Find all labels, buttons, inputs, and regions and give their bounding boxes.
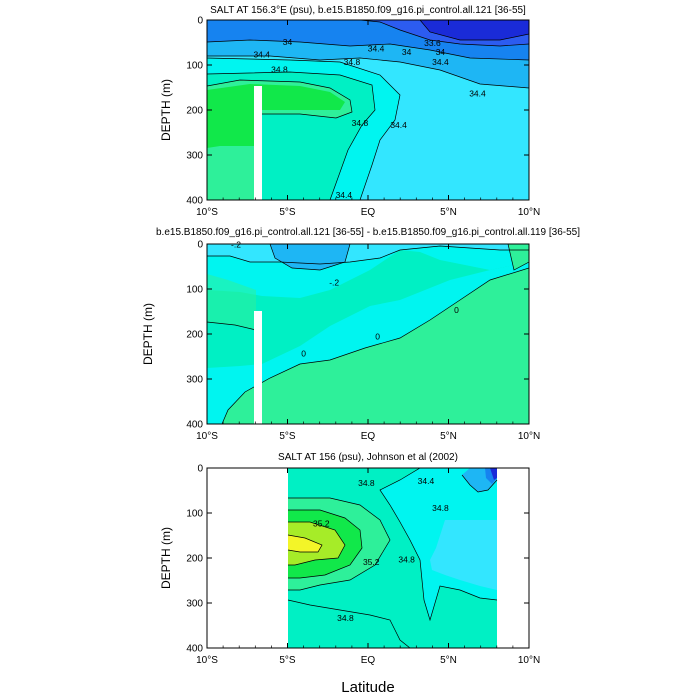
contour-label: 34.4 xyxy=(253,49,270,59)
x-tick-label: 5°N xyxy=(440,207,457,218)
missing-column xyxy=(254,311,262,424)
contour-label: 34.8 xyxy=(271,65,288,75)
y-tick-label: 200 xyxy=(186,106,203,117)
y-tick-label: 300 xyxy=(186,599,203,610)
contour-label: 34.4 xyxy=(336,190,353,200)
contour-label: 34.4 xyxy=(432,57,449,67)
axes: 10°S 5°S EQ 5°N 10°N 0 100 200 300 400 xyxy=(186,464,540,667)
y-tick-label: 300 xyxy=(186,375,203,386)
x-axis-label: Latitude xyxy=(341,679,394,696)
y-axis-label: DEPTH (m) xyxy=(141,303,155,365)
y-tick-label: 400 xyxy=(186,196,203,207)
axes: 10°S 5°S EQ 5°N 10°N 0 100 200 300 400 xyxy=(186,240,540,443)
contour-label: -.2 xyxy=(329,277,339,287)
contour-label: 34.8 xyxy=(337,613,354,623)
contour-label: 34 xyxy=(402,47,412,57)
contour-label: 34.8 xyxy=(358,478,375,488)
contour-labels: 34.4 34.8 34.8 35.2 35.2 34.8 34.8 xyxy=(313,476,449,623)
contour-label: 35.2 xyxy=(313,519,330,529)
contour-label: 34.4 xyxy=(418,476,435,486)
y-axis-label: DEPTH (m) xyxy=(159,527,173,589)
y-tick-label: 200 xyxy=(186,554,203,565)
x-tick-label: 10°S xyxy=(196,431,218,442)
contour-field-model-difference xyxy=(207,244,529,424)
x-tick-label: 10°N xyxy=(518,207,540,218)
contour-label: 34.8 xyxy=(344,57,361,67)
y-tick-label: 0 xyxy=(197,16,203,27)
contour-labels: -.2 -.2 0 0 0 xyxy=(231,240,459,359)
contour-label: 34.4 xyxy=(368,44,385,54)
x-tick-label: 10°N xyxy=(518,655,540,666)
x-tick-label: 5°S xyxy=(279,431,296,442)
x-tick-label: EQ xyxy=(361,207,376,218)
contour-field-model-salinity xyxy=(207,20,529,200)
contour-label: 0 xyxy=(301,349,306,359)
panel-title: SALT AT 156 (psu), Johnson et al (2002) xyxy=(278,452,458,463)
contour-label: 34.4 xyxy=(469,89,486,99)
x-tick-label: 10°N xyxy=(518,431,540,442)
y-tick-label: 300 xyxy=(186,151,203,162)
contour-label: 34 xyxy=(283,37,293,47)
contour-label: 35.2 xyxy=(363,557,380,567)
contour-label: 34.8 xyxy=(398,555,415,565)
contour-label: 34.4 xyxy=(390,120,407,130)
axes: 10°S 5°S EQ 5°N 10°N 0 100 200 300 400 xyxy=(186,16,540,219)
x-tick-label: 10°S xyxy=(196,207,218,218)
x-tick-label: EQ xyxy=(361,655,376,666)
y-tick-label: 0 xyxy=(197,240,203,251)
missing-column xyxy=(254,86,262,200)
y-tick-label: 100 xyxy=(186,61,203,72)
contour-label: 34 xyxy=(436,47,446,57)
y-tick-label: 100 xyxy=(186,285,203,296)
panel-title: b.e15.B1850.f09_g16.pi_control.all.121 [… xyxy=(156,227,580,238)
contour-label: -.2 xyxy=(231,240,241,250)
x-tick-label: 5°S xyxy=(279,207,296,218)
y-tick-label: 400 xyxy=(186,644,203,655)
contour-label: 0 xyxy=(375,331,380,341)
x-tick-label: 5°S xyxy=(279,655,296,666)
panel-title: SALT AT 156.3°E (psu), b.e15.B1850.f09_g… xyxy=(210,5,526,16)
contour-label: 0 xyxy=(454,305,459,315)
y-tick-label: 100 xyxy=(186,509,203,520)
y-axis-label: DEPTH (m) xyxy=(159,79,173,141)
y-tick-label: 0 xyxy=(197,464,203,475)
x-tick-label: 5°N xyxy=(440,655,457,666)
x-tick-label: 5°N xyxy=(440,431,457,442)
panel-observed-salinity: 34.4 34.8 34.8 35.2 35.2 34.8 34.8 10°S 5°S EQ 5°… xyxy=(159,452,540,666)
contour-label: 34.8 xyxy=(432,503,449,513)
y-tick-label: 200 xyxy=(186,330,203,341)
y-tick-label: 400 xyxy=(186,420,203,431)
x-tick-label: EQ xyxy=(361,431,376,442)
contour-field-observed-salinity xyxy=(287,468,498,648)
contour-label: 33.6 xyxy=(424,38,441,48)
contour-label: 34.8 xyxy=(352,118,369,128)
x-tick-label: 10°S xyxy=(196,655,218,666)
